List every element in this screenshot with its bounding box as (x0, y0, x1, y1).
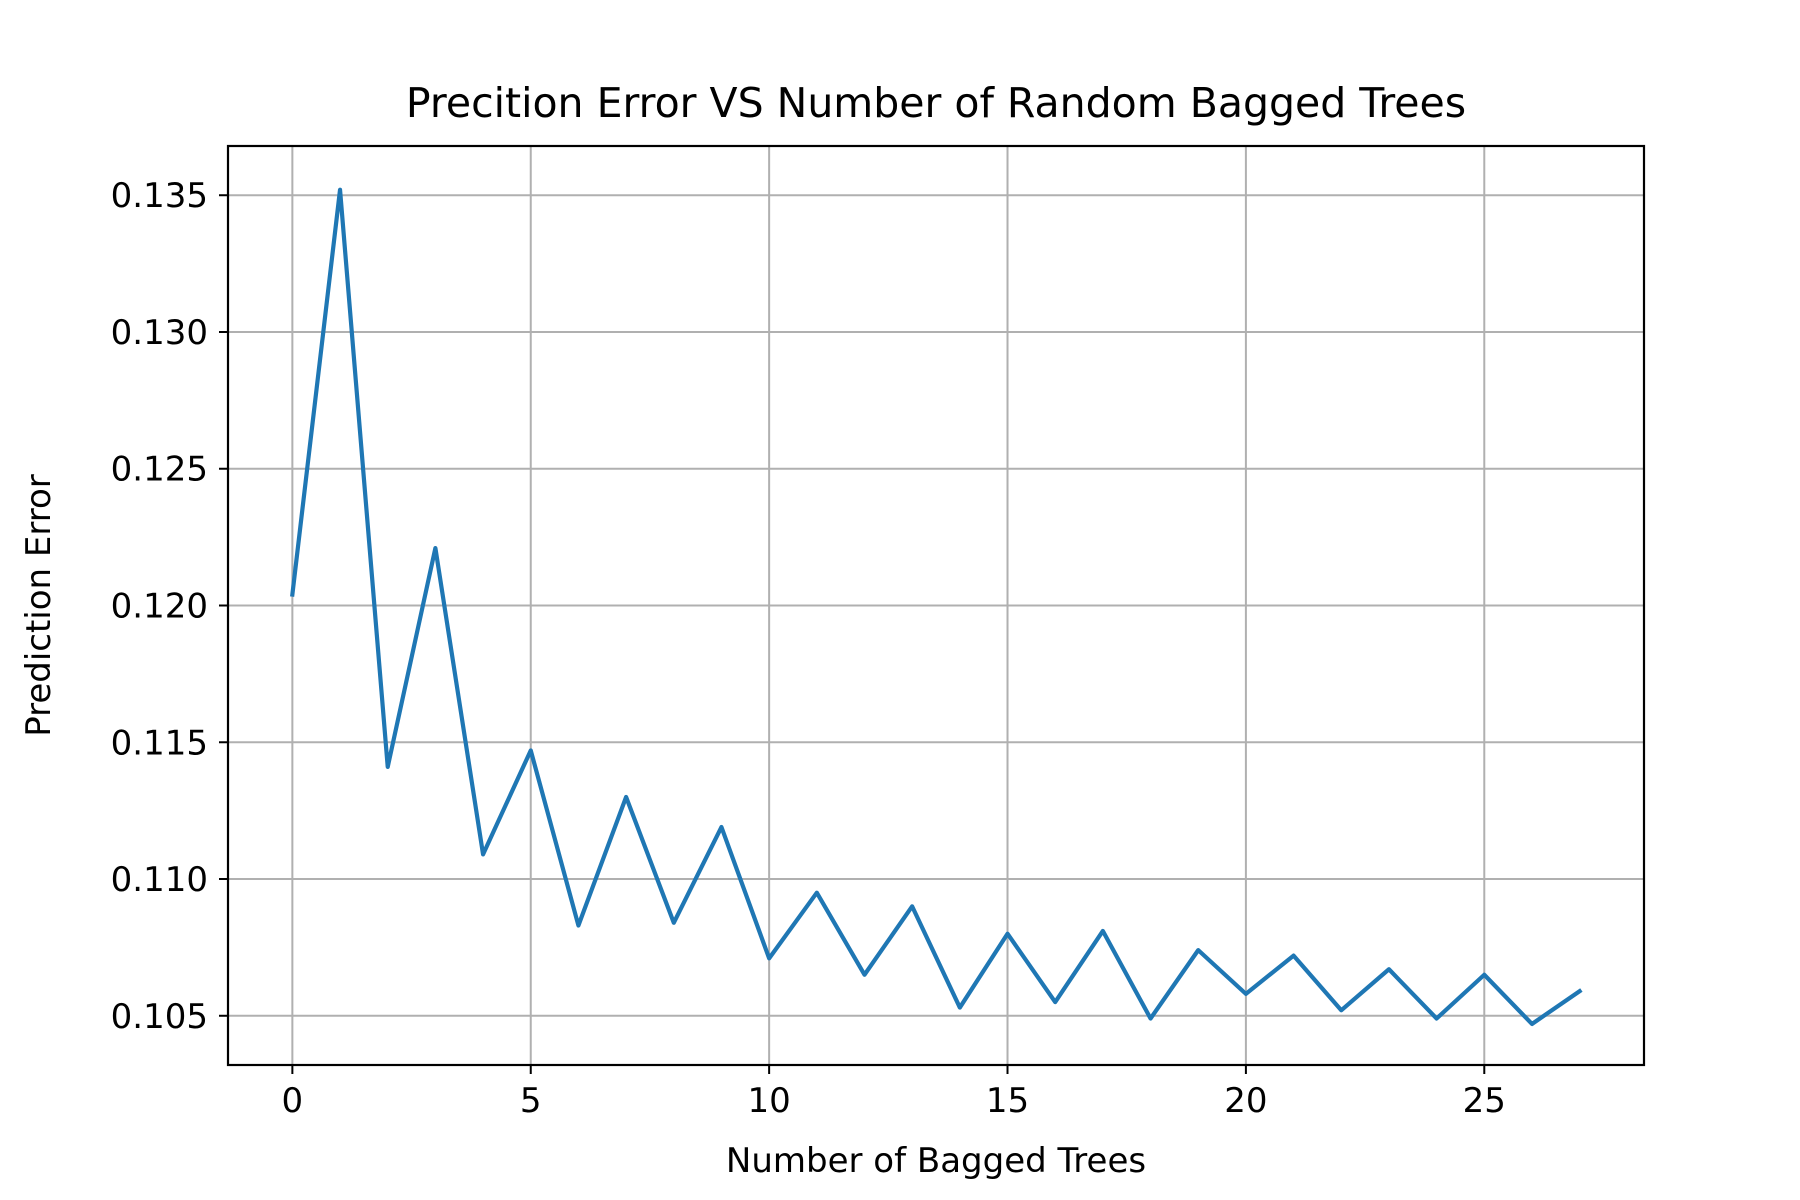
y-tick-label: 0.130 (111, 313, 208, 353)
data-series (290, 187, 1583, 1027)
series-line (290, 187, 1583, 1027)
y-tick-label: 0.105 (111, 997, 208, 1037)
x-tick-label: 5 (520, 1081, 542, 1121)
x-tick-label: 15 (986, 1081, 1029, 1121)
y-tick-label: 0.135 (111, 176, 208, 216)
x-axis-label: Number of Bagged Trees (726, 1141, 1146, 1181)
x-tick-label: 25 (1463, 1081, 1506, 1121)
x-tick-label: 0 (282, 1081, 304, 1121)
y-tick-label: 0.120 (111, 587, 208, 627)
y-tick-label: 0.110 (111, 860, 208, 900)
x-tick-label: 10 (747, 1081, 790, 1121)
x-tick-label: 20 (1224, 1081, 1267, 1121)
y-tick-label: 0.125 (111, 450, 208, 490)
axis-ticks: 0 5 10 15 20 25 0.105 0.110 0.115 0.120 0.125 0.130… (111, 176, 1506, 1121)
y-axis-label: Prediction Error (19, 474, 59, 737)
chart-title: Precition Error VS Number of Random Bagg… (406, 79, 1466, 127)
y-tick-label: 0.115 (111, 723, 208, 763)
